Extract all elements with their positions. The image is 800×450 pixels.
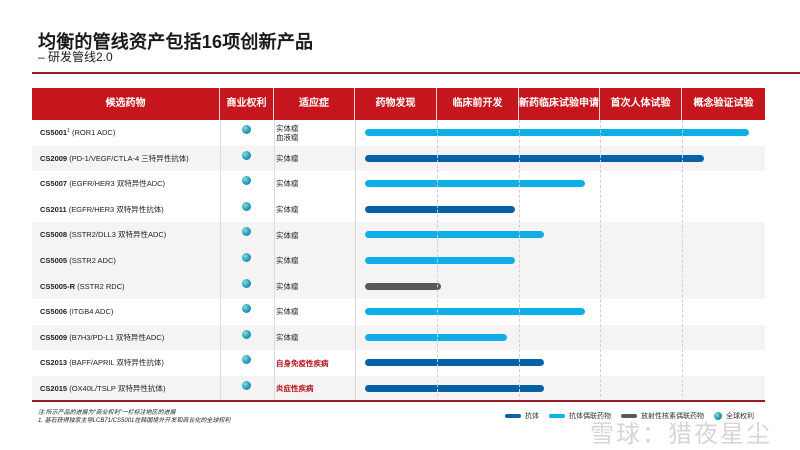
progress-bar <box>365 257 515 264</box>
indication: 实体瘤 血液瘤 <box>276 123 299 142</box>
candidate-name: CS5006 (ITGB4 ADC) <box>40 307 114 317</box>
rdc-swatch-icon <box>621 414 637 418</box>
indication: 实体瘤 <box>276 307 299 317</box>
candidate-name: CS50011 (ROR1 ADC) <box>40 128 116 137</box>
candidate-name: CS5009 (B7H3/PD-L1 双特异性ADC) <box>40 332 165 342</box>
table-row: CS5005 (SSTR2 ADC) 实体瘤 <box>32 248 765 274</box>
progress-bar <box>365 154 704 162</box>
stage-gridline <box>600 120 601 402</box>
indication: 实体瘤 <box>276 230 299 240</box>
table-row: CS5009 (B7H3/PD-L1 双特异性ADC) 实体瘤 <box>32 324 765 351</box>
col-ind: 新药临床试验申请 <box>519 88 600 120</box>
progress-bar <box>365 180 585 188</box>
table-row: CS2013 (BAFF/APRIL 双特异性抗体) 自身免疫性疾病 <box>32 350 765 376</box>
stage-gridline <box>519 120 520 402</box>
indication: 实体瘤 <box>276 281 299 291</box>
table-row: CS5006 (ITGB4 ADC) 实体瘤 <box>32 299 765 325</box>
col-preclinical: 临床前开发 <box>437 88 519 120</box>
globe-icon <box>242 278 251 288</box>
table-body: CS2015 (OX40L/TSLP 双特异性抗体) 炎症性疾病 CS2013 (B… <box>32 120 765 402</box>
globe-icon <box>242 381 251 390</box>
globe-icon <box>714 412 722 420</box>
col-indication: 适应症 <box>274 88 355 120</box>
progress-bar <box>365 308 585 316</box>
footnotes: 注:所示产品的进展为“商业权利”一栏标注地区的进展 1. 基石获得独家主导LCB… <box>38 409 230 425</box>
stage-gridline <box>682 120 683 402</box>
watermark: 雪球：猎夜星尘 <box>590 421 772 448</box>
table-row: CS5008 (SSTR2/DLL3 双特异性ADC) 实体瘤 <box>32 222 765 248</box>
col-discovery: 药物发现 <box>355 88 437 120</box>
column-divider <box>220 120 221 402</box>
globe-icon <box>242 329 251 339</box>
indication: 实体瘤 <box>276 333 299 343</box>
page-subtitle: – 研发管线2.0 <box>38 50 113 64</box>
globe-icon <box>242 125 251 134</box>
table-row: CS5005-R (SSTR2 RDC) 实体瘤 <box>32 273 765 300</box>
candidate-name: CS2015 (OX40L/TSLP 双特异性抗体) <box>40 384 166 393</box>
col-fih: 首次人体试验 <box>600 88 682 120</box>
indication: 实体瘤 <box>276 205 299 215</box>
legend-label: 抗体 <box>525 413 539 420</box>
title-divider <box>32 72 800 74</box>
progress-bar <box>365 129 749 136</box>
progress-bar <box>365 333 507 341</box>
col-poc: 概念验证试验 <box>693 98 754 109</box>
globe-icon <box>242 355 251 365</box>
indication: 自身免疫性疾病 <box>276 358 329 368</box>
antibody-swatch-icon <box>505 414 521 418</box>
candidate-name: CS5008 (SSTR2/DLL3 双特异性ADC) <box>40 230 167 240</box>
indication: 实体瘤 <box>276 179 299 189</box>
pipeline-table: 候选药物 商业权利 适应症 药物发现 临床前开发 新药临床试验申请 首次人体试验… <box>32 88 765 402</box>
indication: 实体瘤 <box>276 256 299 266</box>
page-title: 均衡的管线资产包括16项创新产品 <box>38 32 314 52</box>
progress-bar <box>365 385 544 392</box>
progress-bar <box>365 282 442 290</box>
globe-icon <box>242 176 251 186</box>
table-row: CS2011 (EGFR/HER3 双特异性抗体) 实体瘤 <box>32 197 765 223</box>
progress-bar <box>365 205 515 213</box>
footnote-1: 注:所示产品的进展为“商业权利”一栏标注地区的进展 <box>38 410 176 416</box>
legend-label: 全球权利 <box>726 413 754 420</box>
indication: 实体瘤 <box>276 153 299 163</box>
legend-label: 放射性核素偶联药物 <box>641 413 704 420</box>
legend-antibody: 抗体 <box>505 411 539 421</box>
candidate-name: CS5005-R (SSTR2 RDC) <box>40 281 125 291</box>
globe-icon <box>242 201 251 211</box>
column-divider <box>274 120 275 402</box>
progress-bar <box>365 231 544 239</box>
table-row: CS50011 (ROR1 ADC) 实体瘤 血液瘤 <box>32 120 765 146</box>
table-bottom-rule <box>32 400 765 402</box>
column-divider <box>355 120 356 402</box>
legend-label: 抗体偶联药物 <box>569 413 611 420</box>
candidate-name: CS2011 (EGFR/HER3 双特异性抗体) <box>40 204 164 214</box>
globe-icon <box>242 253 251 262</box>
adc-swatch-icon <box>549 414 565 418</box>
candidate-name: CS5005 (SSTR2 ADC) <box>40 256 116 265</box>
legend: 抗体 抗体偶联药物 放射性核素偶联药物 全球权利 <box>505 411 764 421</box>
table-row: CS2015 (OX40L/TSLP 双特异性抗体) 炎症性疾病 <box>32 376 765 402</box>
globe-icon <box>242 304 251 314</box>
stage-gridline <box>437 120 438 402</box>
footnote-2: 1. 基石获得独家主导LCB71/CS5001在韩国境外开发和商业化的全球权利 <box>38 418 231 424</box>
table-row: CS5007 (EGFR/HER3 双特异性ADC) 实体瘤 <box>32 171 765 197</box>
globe-icon <box>242 227 251 237</box>
table-row: CS2009 (PD-1/VEGF/CTLA-4 三特异性抗体) 实体瘤 <box>32 145 765 172</box>
legend-adc: 抗体偶联药物 <box>549 411 611 421</box>
legend-rdc: 放射性核素偶联药物 <box>621 411 704 421</box>
col-rights: 商业权利 <box>220 88 274 120</box>
col-candidate: 候选药物 <box>32 88 220 120</box>
candidate-name: CS5007 (EGFR/HER3 双特异性ADC) <box>40 179 166 189</box>
progress-bar <box>365 359 544 367</box>
legend-global: 全球权利 <box>714 411 754 421</box>
candidate-name: CS2009 (PD-1/VEGF/CTLA-4 三特异性抗体) <box>40 153 189 163</box>
table-header: 候选药物 商业权利 适应症 药物发现 临床前开发 新药临床试验申请 首次人体试验… <box>32 88 765 120</box>
indication: 炎症性疾病 <box>276 384 314 394</box>
globe-icon <box>242 150 251 160</box>
candidate-name: CS2013 (BAFF/APRIL 双特异性抗体) <box>40 358 164 368</box>
